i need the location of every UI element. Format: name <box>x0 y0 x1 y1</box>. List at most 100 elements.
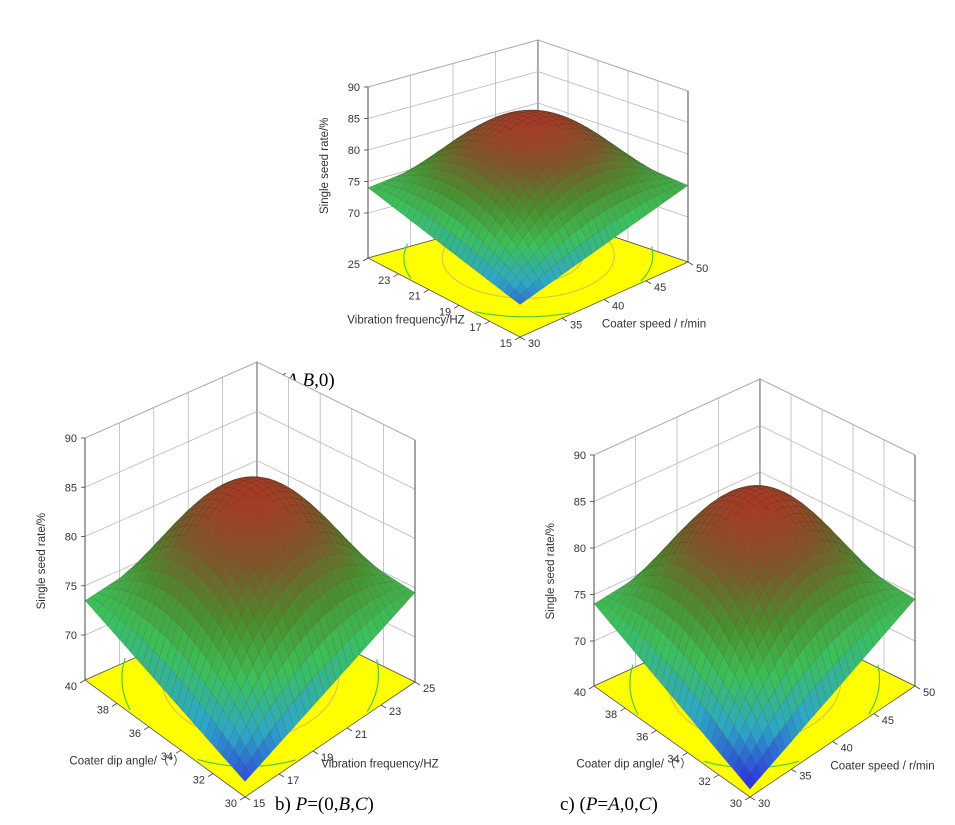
surface-facet <box>758 549 771 569</box>
right-axis-tick-mark <box>312 750 319 755</box>
caption-part: ( <box>580 794 586 815</box>
surface-facet <box>176 682 189 711</box>
surface-facet <box>784 492 796 500</box>
surface-facet <box>362 558 375 569</box>
surface-facet <box>245 713 259 738</box>
surface-facet <box>712 599 725 624</box>
surface-facet <box>673 582 685 603</box>
surface-facet <box>697 508 710 518</box>
surface-facet <box>230 561 243 583</box>
surface-facet <box>750 744 763 766</box>
left-axis-tick-mark <box>651 730 657 734</box>
caption-part: ) <box>651 794 657 815</box>
wall-gridline <box>537 39 689 92</box>
surface-facet <box>191 500 204 511</box>
surface-facet <box>765 526 777 543</box>
surface-facet <box>510 124 523 133</box>
surface-facet <box>564 188 577 204</box>
surface-facet <box>823 540 836 552</box>
surface-facet <box>173 525 186 537</box>
surface-facet <box>718 564 731 586</box>
surface-facet <box>634 569 647 580</box>
surface-facet <box>636 167 649 175</box>
caption-part: B <box>338 794 350 815</box>
surface-facet <box>708 514 721 526</box>
z-axis-label: Single seed rate/% <box>545 523 557 620</box>
surface-facet <box>179 510 192 522</box>
surface-facet <box>708 524 720 539</box>
surface-facet <box>697 514 710 524</box>
response-surface <box>367 109 689 305</box>
surface-facet <box>250 480 263 486</box>
surface-facet <box>474 151 487 163</box>
wall-gridline <box>84 460 258 537</box>
right-axis-tick-mark <box>603 299 610 303</box>
wall-gridline <box>759 378 916 456</box>
surface-facet <box>650 606 662 628</box>
surface-facet <box>246 639 260 666</box>
surface-facet <box>189 555 202 575</box>
right-axis-tick-label: 19 <box>321 752 333 764</box>
surface-facet <box>722 690 735 717</box>
surface-facet <box>686 514 699 526</box>
surface-facet <box>611 592 624 602</box>
surface-facet <box>671 674 684 704</box>
left-axis-tick-mark <box>207 773 214 777</box>
surface-facet <box>757 611 770 637</box>
surface-facet <box>748 505 761 518</box>
surface-facet <box>775 564 788 585</box>
surface-facet <box>102 596 115 610</box>
surface-facet <box>472 220 484 238</box>
left-axis-label: Coater dip angle/（°） <box>576 758 691 771</box>
surface-facet <box>379 184 392 191</box>
surface-facet <box>202 499 216 508</box>
z-tick-label: 80 <box>65 532 77 544</box>
wall-gridline <box>537 71 689 123</box>
surface-facet <box>235 639 248 666</box>
surface-facet <box>237 516 250 533</box>
left-axis-tick-label: 38 <box>605 709 617 721</box>
surface-facet <box>253 581 266 605</box>
surface-facet <box>210 725 223 750</box>
left-axis-tick-mark <box>79 679 86 684</box>
caption-part: , <box>350 794 355 815</box>
surface-facet <box>719 518 732 532</box>
surface-facet <box>478 208 490 226</box>
surface-facet <box>132 561 145 573</box>
surface-facet <box>401 182 414 192</box>
surface-facet <box>758 568 771 590</box>
surface-facet <box>740 599 753 624</box>
surface-facet <box>232 483 245 491</box>
surface-facet <box>198 492 211 502</box>
surface-facet <box>673 566 686 584</box>
surface-facet <box>815 604 828 629</box>
left-axis-tick-label: 30 <box>225 798 237 810</box>
surface-facet <box>585 133 598 141</box>
surface-facet <box>804 616 816 642</box>
caption-part: C <box>639 794 652 815</box>
surface-facet <box>189 594 202 619</box>
surface-facet <box>747 548 760 568</box>
surface-facet <box>683 635 696 662</box>
surface-facet <box>179 525 192 536</box>
z-tick-label: 85 <box>574 497 586 509</box>
surface-facet <box>285 491 299 499</box>
right-axis-tick-label: 21 <box>355 729 367 741</box>
surface-facet <box>219 545 232 566</box>
surface-facet <box>624 167 637 176</box>
surface-facet <box>672 648 684 676</box>
surface-facet <box>736 507 749 520</box>
z-tick-label: 75 <box>574 590 586 602</box>
surface-facet <box>862 630 874 654</box>
surface-facet <box>711 672 724 700</box>
surface-facet <box>721 740 734 763</box>
surface-facet <box>651 550 664 563</box>
surface-facet <box>786 663 798 690</box>
surface-facet <box>656 576 669 592</box>
surface-facet <box>195 559 208 580</box>
surface-facet <box>229 628 242 655</box>
z-tick-label: 70 <box>65 630 77 642</box>
surface-facet <box>509 140 522 152</box>
surface-facet <box>228 678 241 705</box>
surface-facet <box>150 536 163 550</box>
